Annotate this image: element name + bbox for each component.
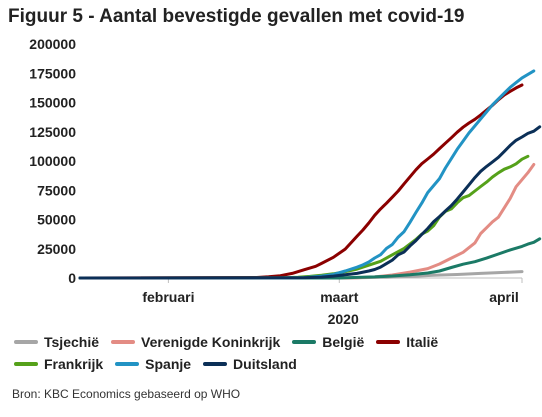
legend-item: Spanje <box>115 353 191 375</box>
legend-label: Tsjechië <box>44 334 99 350</box>
x-tick-label: april <box>489 289 519 305</box>
legend-label: Spanje <box>145 356 192 372</box>
legend-item: Verenigde Koninkrijk <box>111 331 280 353</box>
x-tick-label: maart <box>320 289 358 305</box>
legend-label: Italië <box>406 334 439 350</box>
legend-label: Verenigde Koninkrijk <box>141 334 281 350</box>
x-axis-title: 2020 <box>328 311 359 327</box>
y-tick-label: 150000 <box>29 95 76 111</box>
y-tick-label: 0 <box>68 270 76 286</box>
legend-swatch <box>203 362 228 367</box>
legend-swatch <box>115 362 140 367</box>
series-line <box>78 154 530 280</box>
source-note: Bron: KBC Economics gebaseerd op WHO <box>12 387 241 401</box>
y-tick-label: 25000 <box>37 241 76 257</box>
series-lines <box>78 69 542 280</box>
y-tick-label: 100000 <box>29 153 76 169</box>
legend-item: Duitsland <box>203 353 297 375</box>
series-line <box>78 125 542 280</box>
legend-label: Duitsland <box>233 356 297 372</box>
legend-label: België <box>322 334 365 350</box>
series-line <box>78 69 536 280</box>
legend-swatch <box>376 340 401 345</box>
legend-item: Frankrijk <box>14 353 103 375</box>
legend-label: Frankrijk <box>44 356 104 372</box>
chart-legend: Tsjechië Verenigde Koninkrijk België Italië… <box>14 331 538 375</box>
legend-swatch <box>14 362 38 367</box>
y-tick-label: 200000 <box>29 36 76 52</box>
y-tick-label: 175000 <box>29 65 76 81</box>
legend-swatch <box>14 340 38 345</box>
legend-item: Italië <box>376 331 438 353</box>
x-axis-tick-labels: februari maart april <box>142 289 518 305</box>
legend-swatch <box>292 340 317 345</box>
legend-item: België <box>292 331 364 353</box>
chart-title: Figuur 5 - Aantal bevestigde gevallen me… <box>8 6 465 27</box>
y-tick-label: 75000 <box>37 182 76 198</box>
y-tick-label: 50000 <box>37 212 76 228</box>
series-line <box>78 237 542 280</box>
legend-swatch <box>111 340 135 345</box>
x-tick-label: februari <box>142 289 194 305</box>
y-axis-tick-labels: 0 25000 50000 75000 100000 125000 150000 175000… <box>29 36 76 286</box>
y-tick-label: 125000 <box>29 124 76 140</box>
legend-item: Tsjechië <box>14 331 99 353</box>
series-line <box>78 163 536 280</box>
series-line <box>78 83 524 280</box>
